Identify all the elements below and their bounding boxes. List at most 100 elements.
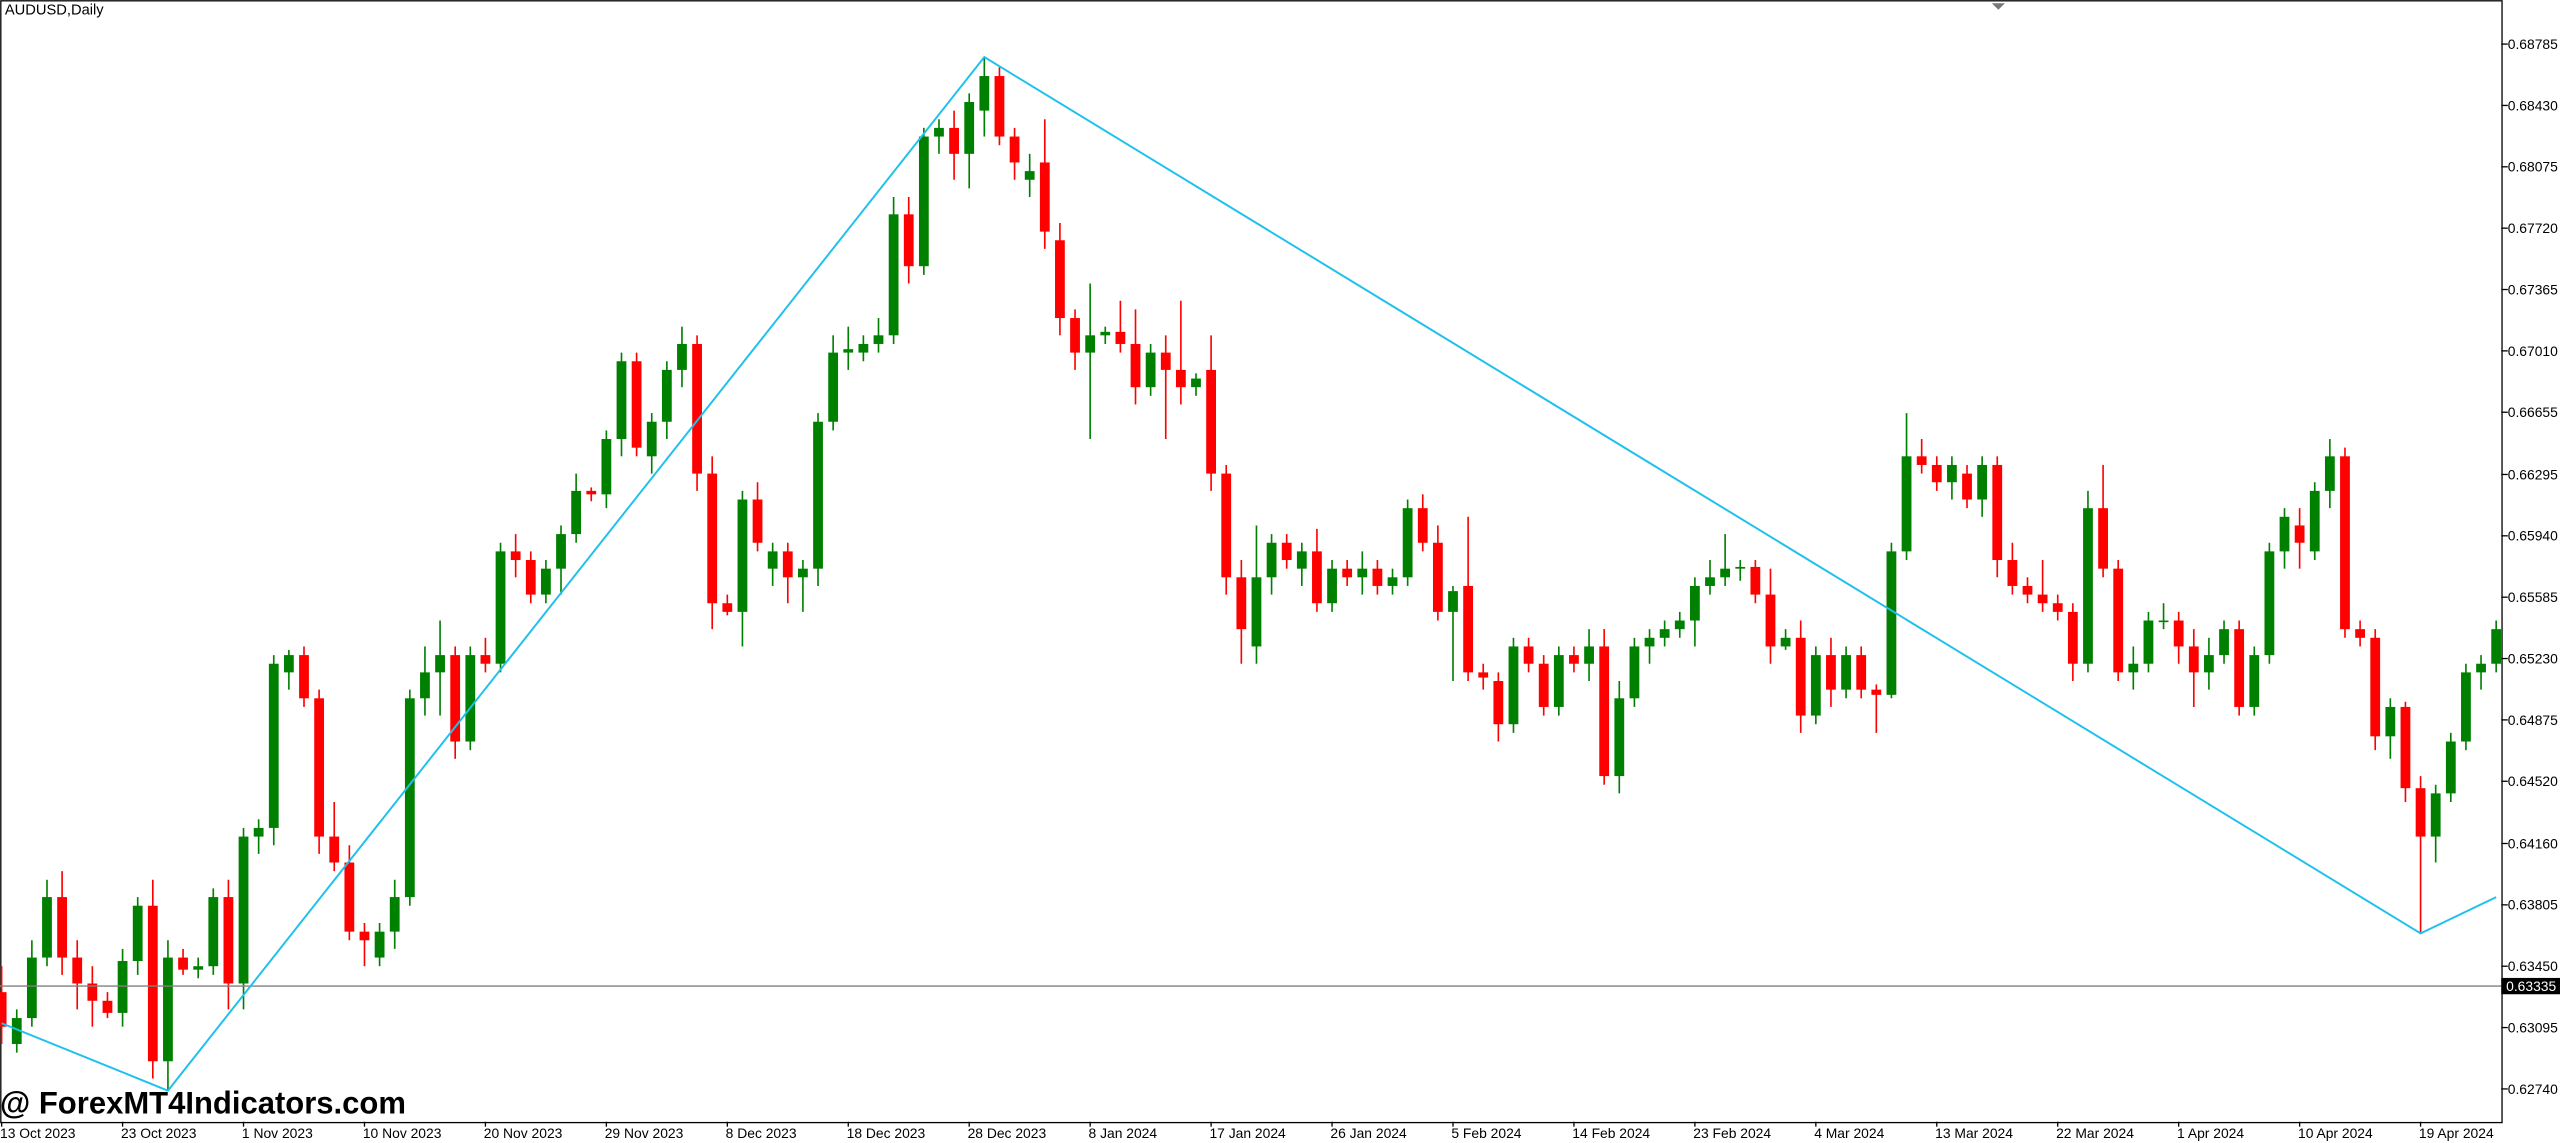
y-tick-label: 0.66295: [2508, 466, 2558, 482]
candle-body: [1689, 585, 1700, 621]
x-tick-label: 10 Apr 2024: [2298, 1125, 2373, 1141]
current-price-box: [2501, 977, 2560, 995]
candle-body: [722, 603, 733, 612]
candle-body: [72, 957, 83, 984]
candle-body: [359, 931, 370, 941]
candle-body: [2445, 741, 2456, 794]
x-tick-label: 1 Apr 2024: [2177, 1125, 2244, 1141]
x-tick-label: 4 Mar 2024: [1814, 1125, 1884, 1141]
candle-body: [692, 343, 702, 474]
candle-body: [1281, 542, 1292, 561]
candle-body: [1402, 508, 1413, 578]
candle-body: [964, 101, 975, 154]
candle-body: [767, 551, 778, 569]
candle-body: [510, 551, 521, 561]
candle-body: [1296, 551, 1307, 569]
candle-body: [2461, 672, 2471, 742]
candle-body: [495, 551, 506, 664]
x-tick-label: 13 Oct 2023: [0, 1125, 76, 1141]
candle-body: [646, 421, 657, 457]
candle-body: [2158, 620, 2169, 623]
candle-body: [268, 663, 279, 828]
current-price-label: 0.63335: [2506, 978, 2556, 994]
candle-body: [1705, 577, 1715, 586]
candle-body: [26, 957, 37, 1019]
candle-body: [480, 655, 491, 664]
candle-body: [253, 827, 264, 837]
candle-body: [1387, 577, 1398, 586]
candle-body: [1342, 568, 1353, 578]
y-tick-label: 0.68430: [2508, 97, 2558, 113]
candle-body: [571, 490, 582, 535]
candle-body: [2279, 516, 2290, 552]
candle-body: [2400, 706, 2411, 789]
x-tick-label: 1 Nov 2023: [242, 1125, 313, 1141]
candle-body: [2415, 788, 2426, 837]
candle-body: [1674, 620, 1685, 630]
candle-body: [1463, 585, 1474, 673]
candle-body: [102, 1000, 113, 1013]
candle-body: [616, 361, 627, 440]
candle-body: [2234, 629, 2245, 707]
candle-body: [87, 983, 98, 1001]
candle-body: [1478, 672, 1489, 678]
candle-body: [1372, 568, 1383, 586]
x-tick-label: 17 Jan 2024: [1209, 1125, 1286, 1141]
y-tick-label: 0.65585: [2508, 589, 2558, 605]
chart-title: AUDUSD,Daily: [5, 3, 104, 19]
candle-body: [737, 499, 748, 612]
candle-body: [1810, 655, 1821, 716]
candle-body: [2128, 663, 2139, 673]
candle-body: [404, 698, 415, 898]
y-tick-label: 0.66655: [2508, 404, 2558, 420]
candle-body: [1115, 331, 1126, 344]
candle-body: [314, 698, 325, 837]
candle-body: [1599, 646, 1610, 777]
candle-body: [1236, 577, 1247, 630]
candle-body: [1962, 473, 1972, 500]
candle-body: [2113, 568, 2124, 673]
candle-body: [1765, 594, 1776, 647]
candle-body: [1644, 637, 1655, 647]
candle-body: [2340, 456, 2350, 630]
candle-body: [601, 439, 612, 495]
candle-body: [918, 136, 929, 267]
candle-body: [2476, 663, 2486, 673]
y-tick-label: 0.67365: [2508, 281, 2558, 297]
candle-body: [1175, 369, 1186, 388]
y-tick-label: 0.64520: [2508, 773, 2558, 789]
candle-body: [1100, 331, 1111, 336]
candle-body: [57, 897, 68, 958]
x-tick-label: 19 Apr 2024: [2419, 1125, 2494, 1141]
candle-body: [117, 961, 128, 1013]
candle-body: [1448, 591, 1458, 612]
candle-body: [2370, 637, 2381, 737]
x-tick-label: 5 Feb 2024: [1451, 1125, 1521, 1141]
candle-body: [1614, 698, 1625, 777]
candle-body: [934, 127, 944, 137]
candle-body: [1312, 551, 1322, 604]
candle-body: [11, 1018, 22, 1044]
candle-body: [1191, 378, 1201, 388]
x-tick-label: 28 Dec 2023: [968, 1125, 1047, 1141]
candle-body: [1432, 542, 1443, 612]
candle-body: [1735, 566, 1746, 569]
candle-body: [2007, 560, 2018, 586]
candle-body: [813, 421, 823, 569]
candle-body: [1206, 369, 1216, 474]
candle-body: [888, 214, 899, 336]
shift-marker: [1991, 3, 2005, 10]
candle-body: [374, 931, 385, 958]
candle-body: [1750, 566, 1761, 595]
candle-body: [2037, 594, 2048, 604]
candle-body: [1856, 655, 1867, 690]
candle-body: [677, 343, 687, 370]
candle-body: [0, 992, 7, 1027]
candle-body: [2324, 456, 2335, 491]
candle-body: [1039, 162, 1050, 232]
candle-body: [782, 551, 793, 578]
candle-body: [1508, 646, 1519, 725]
candle-body: [2264, 551, 2275, 656]
candle-body: [2355, 629, 2365, 638]
candle-body: [2052, 603, 2063, 612]
